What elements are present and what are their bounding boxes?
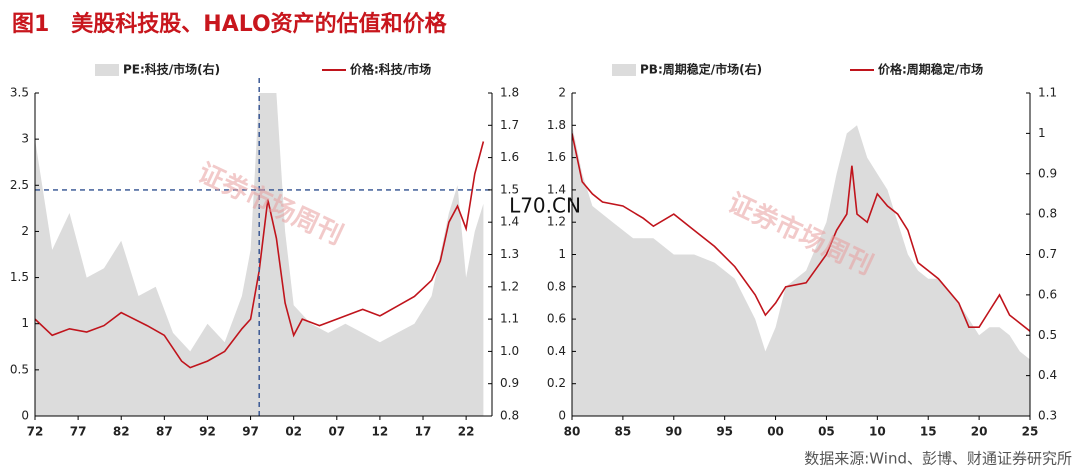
y-tick-label: 1 [558, 247, 566, 261]
x-tick-label: 22 [458, 425, 475, 439]
y-tick-label: 3 [21, 132, 29, 146]
x-tick-label: 05 [818, 425, 835, 439]
source-note: 数据来源:Wind、彭博、财通证券研究所 [804, 450, 1072, 468]
y-tick-label: 1.8 [547, 118, 566, 132]
y-tick-label: 0.8 [547, 279, 566, 293]
y-tick-label: 0.2 [547, 376, 566, 390]
legend-label: PE:科技/市场(右) [123, 62, 220, 77]
y-tick-label: 2 [558, 86, 566, 100]
y2-tick-label: 0.9 [500, 376, 519, 390]
x-tick-label: 12 [372, 425, 389, 439]
y2-tick-label: 1 [1038, 126, 1046, 140]
y-tick-label: 1.6 [547, 150, 566, 164]
y-tick-label: 3.5 [10, 86, 29, 100]
y2-tick-label: 1.7 [500, 118, 519, 132]
y2-tick-label: 1.5 [500, 182, 519, 196]
y-tick-label: 1.2 [547, 215, 566, 229]
x-tick-label: 00 [767, 425, 784, 439]
y-tick-label: 1 [21, 316, 29, 330]
x-tick-label: 25 [1022, 425, 1039, 439]
plot-area [572, 125, 1030, 416]
y2-tick-label: 1.1 [500, 312, 519, 326]
x-tick-label: 77 [70, 425, 87, 439]
y-tick-label: 0 [558, 409, 566, 423]
x-tick-label: 72 [27, 425, 44, 439]
y2-tick-label: 0.9 [1038, 166, 1057, 180]
y-tick-label: 2 [21, 224, 29, 238]
y2-tick-label: 1.6 [500, 150, 519, 164]
y-tick-label: 1.5 [10, 270, 29, 284]
y2-tick-label: 0.7 [1038, 247, 1057, 261]
y2-tick-label: 1.4 [500, 215, 519, 229]
y-tick-label: 0.4 [547, 344, 566, 358]
y2-tick-label: 0.5 [1038, 328, 1057, 342]
x-tick-label: 02 [285, 425, 302, 439]
plot-area [35, 93, 485, 416]
figure-title: 图1 美股科技股、HALO资产的估值和价格 [12, 11, 448, 37]
y2-tick-label: 1.8 [500, 86, 519, 100]
y2-tick-label: 0.8 [1038, 207, 1057, 221]
y2-tick-label: 0.8 [500, 409, 519, 423]
legend-label: 价格:周期稳定/市场 [878, 62, 983, 77]
y2-tick-label: 1.1 [1038, 86, 1057, 100]
y-tick-label: 0 [21, 409, 29, 423]
area-series [572, 125, 1030, 416]
x-tick-label: 92 [199, 425, 216, 439]
x-tick-label: 90 [665, 425, 682, 439]
y2-tick-label: 1.0 [500, 344, 519, 358]
x-tick-label: 87 [156, 425, 173, 439]
x-tick-label: 20 [971, 425, 988, 439]
y2-tick-label: 1.3 [500, 247, 519, 261]
line-series [572, 133, 1030, 332]
y-tick-label: 0.5 [10, 362, 29, 376]
x-tick-label: 85 [615, 425, 632, 439]
x-tick-label: 97 [242, 425, 259, 439]
x-tick-label: 82 [113, 425, 130, 439]
x-tick-label: 80 [564, 425, 581, 439]
legend-label: 价格:科技/市场 [350, 62, 431, 77]
watermark: L70.CN [509, 194, 581, 218]
x-tick-label: 95 [716, 425, 733, 439]
y2-tick-label: 0.6 [1038, 287, 1057, 301]
x-tick-label: 17 [415, 425, 432, 439]
x-tick-label: 10 [869, 425, 886, 439]
legend-swatch [95, 64, 119, 76]
y-tick-label: 0.6 [547, 312, 566, 326]
x-tick-label: 15 [920, 425, 937, 439]
line-series [35, 141, 485, 369]
y-tick-label: 1.4 [547, 182, 566, 196]
area-series [35, 93, 484, 416]
y-tick-label: 2.5 [10, 178, 29, 192]
y2-tick-label: 1.2 [500, 279, 519, 293]
y2-tick-label: 0.3 [1038, 409, 1057, 423]
x-tick-label: 07 [328, 425, 345, 439]
y2-tick-label: 0.4 [1038, 368, 1057, 382]
legend-swatch [612, 64, 636, 76]
legend-label: PB:周期稳定/市场(右) [640, 62, 762, 77]
